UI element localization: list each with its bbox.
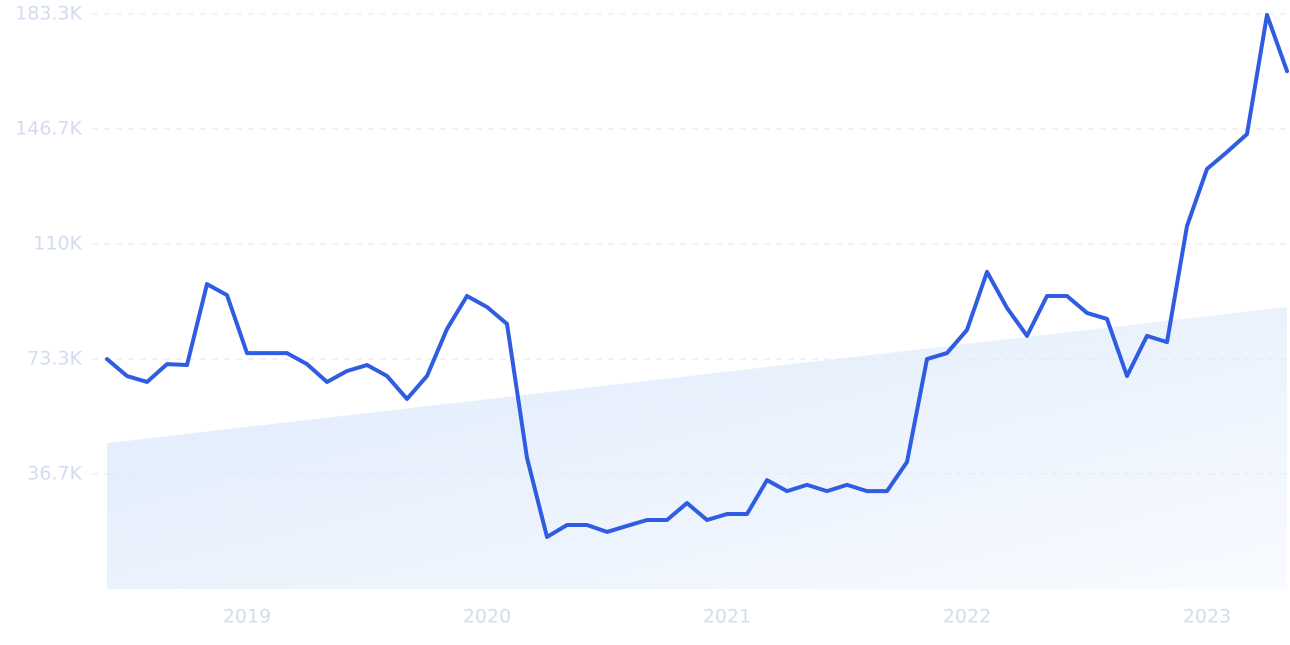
line: [105, 12, 1289, 539]
y-tick-label: 183.3K: [15, 3, 82, 25]
y-tick-label: 73.3K: [27, 348, 82, 370]
x-tick-label: 2020: [463, 606, 511, 628]
trend-area: [107, 306, 1287, 589]
x-tick-label: 2021: [703, 606, 751, 628]
x-tick-label: 2022: [943, 606, 991, 628]
x-tick-label: 2023: [1183, 606, 1231, 628]
x-tick-label: 2019: [223, 606, 271, 628]
y-tick-label: 146.7K: [15, 117, 82, 139]
y-tick-label: 36.7K: [27, 462, 82, 484]
y-tick-label: 110K: [33, 232, 82, 254]
